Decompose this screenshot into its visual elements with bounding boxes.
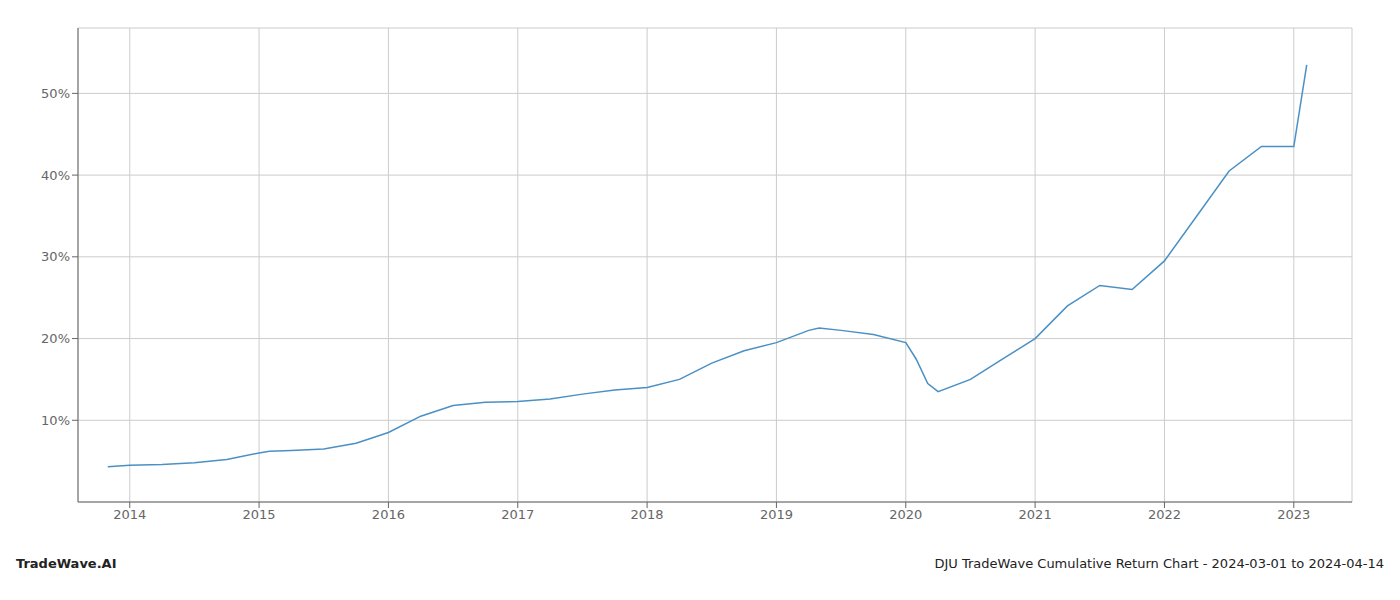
svg-text:2016: 2016 [372, 507, 405, 522]
html-text:DJU TradeWave Cumulative Retur: DJU TradeWave Cumulative Return Chart - … [934, 555, 1384, 571]
svg-text:2022: 2022 [1148, 507, 1181, 522]
svg-text:2018: 2018 [631, 507, 664, 522]
svg-text:30%: 30% [41, 249, 70, 264]
svg-text:50%: 50% [41, 86, 70, 101]
svg-text:2023: 2023 [1277, 507, 1310, 522]
svg-text:2019: 2019 [760, 507, 793, 522]
svg-text:2020: 2020 [889, 507, 922, 522]
svg-text:2014: 2014 [113, 507, 146, 522]
svg-text:2015: 2015 [243, 507, 276, 522]
svg-text:10%: 10% [41, 413, 70, 428]
html-text:TradeWave.AI: TradeWave.AI [16, 555, 117, 571]
svg-text:2017: 2017 [501, 507, 534, 522]
svg-text:20%: 20% [41, 331, 70, 346]
svg-text:40%: 40% [41, 168, 70, 183]
svg-text:2021: 2021 [1019, 507, 1052, 522]
